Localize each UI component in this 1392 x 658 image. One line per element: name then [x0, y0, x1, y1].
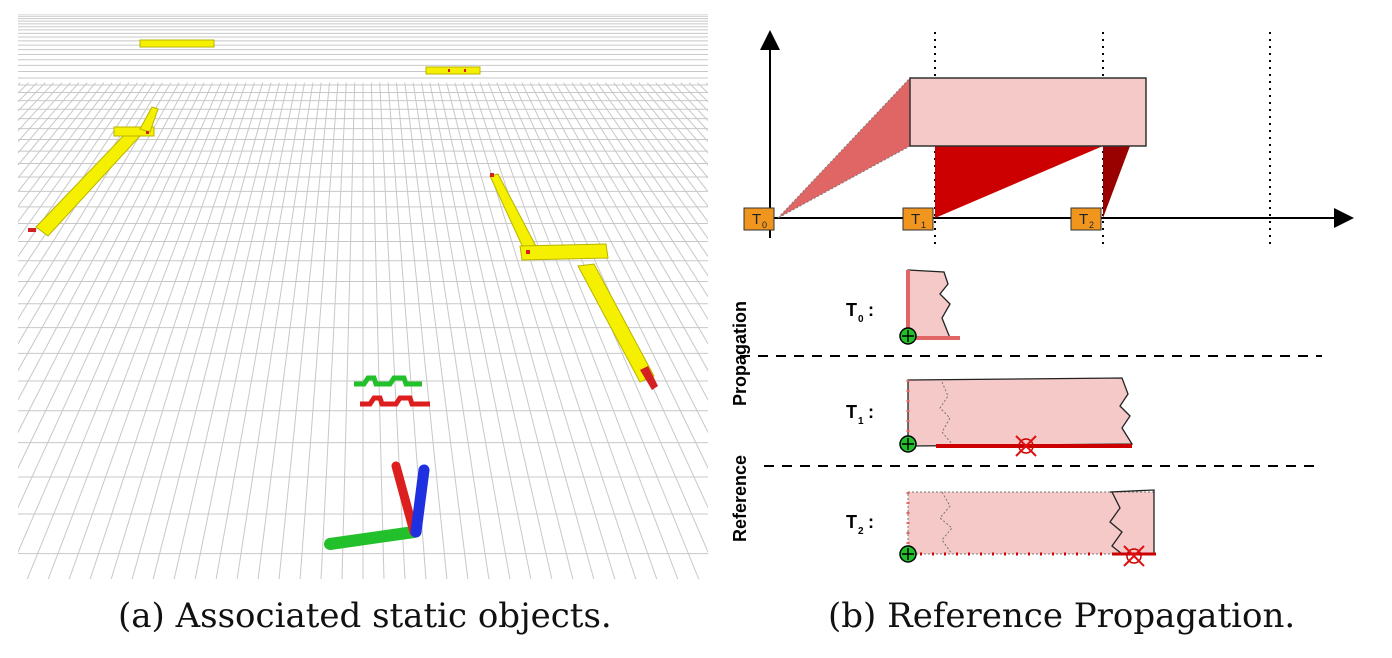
side-label-propagation: Propagation	[730, 301, 750, 406]
grid-line	[0, 82, 188, 435]
propagation-wedge-t2	[1103, 146, 1130, 218]
grid-line	[0, 82, 222, 595]
propagation-wedge-t0	[777, 76, 911, 219]
grid-line	[429, 82, 540, 620]
grid-line	[98, 82, 264, 620]
svg-text:1: 1	[858, 416, 864, 427]
grid-line	[387, 82, 430, 620]
row-t1: T 1 :	[846, 377, 1134, 457]
svg-text::: :	[868, 300, 874, 320]
scene-3d-view	[0, 13, 1392, 620]
grid-line	[370, 82, 386, 620]
grid-line	[252, 82, 322, 620]
reference-box	[909, 77, 1147, 147]
grid-line	[462, 82, 628, 620]
grid-line	[395, 82, 452, 620]
grid-line	[120, 82, 272, 620]
caption-b: (b) Reference Propagation.	[828, 596, 1296, 636]
grid-line	[437, 82, 562, 620]
svg-text:T: T	[752, 211, 761, 228]
grid-line	[0, 82, 96, 201]
timeline-chart: T 0 T 1 T 2	[743, 30, 1354, 246]
svg-text:T: T	[846, 300, 857, 320]
svg-text:T: T	[1079, 211, 1088, 228]
static-object-right-wall	[489, 173, 658, 390]
grid-line	[0, 82, 163, 350]
grid-line	[412, 82, 496, 620]
grid-line	[0, 82, 147, 304]
grid-line	[504, 82, 738, 620]
panel-a-scene: (a) Associated static objects.	[0, 13, 1392, 636]
static-object-left-wall	[28, 106, 159, 237]
caption-a: (a) Associated static objects.	[118, 596, 612, 636]
svg-text:2: 2	[858, 526, 864, 537]
grid-line	[164, 82, 289, 620]
reference-propagation-diagram: T 0 T 1 T 2 Propagation Reference T 0 :	[730, 30, 1354, 567]
grid-line	[10, 82, 230, 620]
grid-line	[32, 82, 239, 620]
tick-t1: T 1	[902, 207, 934, 231]
grid-line	[421, 82, 518, 620]
grid-line	[404, 82, 474, 620]
grid-line	[0, 82, 138, 284]
grid-line	[54, 82, 247, 620]
grid-line	[496, 82, 716, 620]
grid-line	[0, 82, 205, 507]
svg-text:2: 2	[1089, 220, 1094, 230]
grid-line	[0, 82, 197, 469]
grid-line	[208, 82, 305, 620]
svg-text::: :	[868, 402, 874, 422]
grid-line	[274, 82, 331, 620]
svg-text:T: T	[846, 402, 857, 422]
panel-b-diagram: T 0 T 1 T 2 Propagation Reference T 0 :	[726, 14, 1372, 579]
grid-line	[0, 82, 180, 404]
static-object-top-left	[139, 39, 215, 48]
grid-line	[446, 82, 584, 620]
reference-point-t2	[1123, 545, 1145, 567]
grid-line	[142, 82, 280, 620]
grid-line	[186, 82, 297, 620]
row-t2: T 2 :	[846, 489, 1156, 567]
detected-markers	[354, 375, 430, 407]
svg-text:0: 0	[858, 314, 864, 325]
static-object-top-right	[425, 66, 481, 75]
grid-line	[0, 82, 113, 231]
svg-text:0: 0	[762, 220, 767, 230]
grid-line	[487, 82, 694, 620]
grid-line	[479, 82, 672, 620]
grid-line	[230, 82, 314, 620]
tick-t2: T 2	[1070, 207, 1102, 231]
grid-line	[318, 82, 347, 620]
side-label-reference: Reference	[730, 455, 750, 542]
static-objects	[28, 39, 658, 390]
row-t0: T 0 :	[846, 269, 960, 345]
grid-line	[340, 82, 356, 620]
tick-t0: T 0	[743, 207, 775, 231]
propagation-wedge-t1	[935, 146, 1103, 218]
grid-line	[471, 82, 650, 620]
grid-line	[0, 82, 130, 265]
grid-line	[0, 82, 121, 247]
svg-text:T: T	[846, 512, 857, 532]
grid-line	[0, 82, 105, 216]
grid-line	[454, 82, 606, 620]
svg-text:T: T	[911, 211, 920, 228]
reference-point-t1	[1015, 435, 1037, 457]
grid-line	[296, 82, 339, 620]
coordinate-axes	[324, 461, 430, 550]
svg-text:1: 1	[921, 220, 926, 230]
grid-line	[76, 82, 255, 620]
svg-text::: :	[868, 512, 874, 532]
